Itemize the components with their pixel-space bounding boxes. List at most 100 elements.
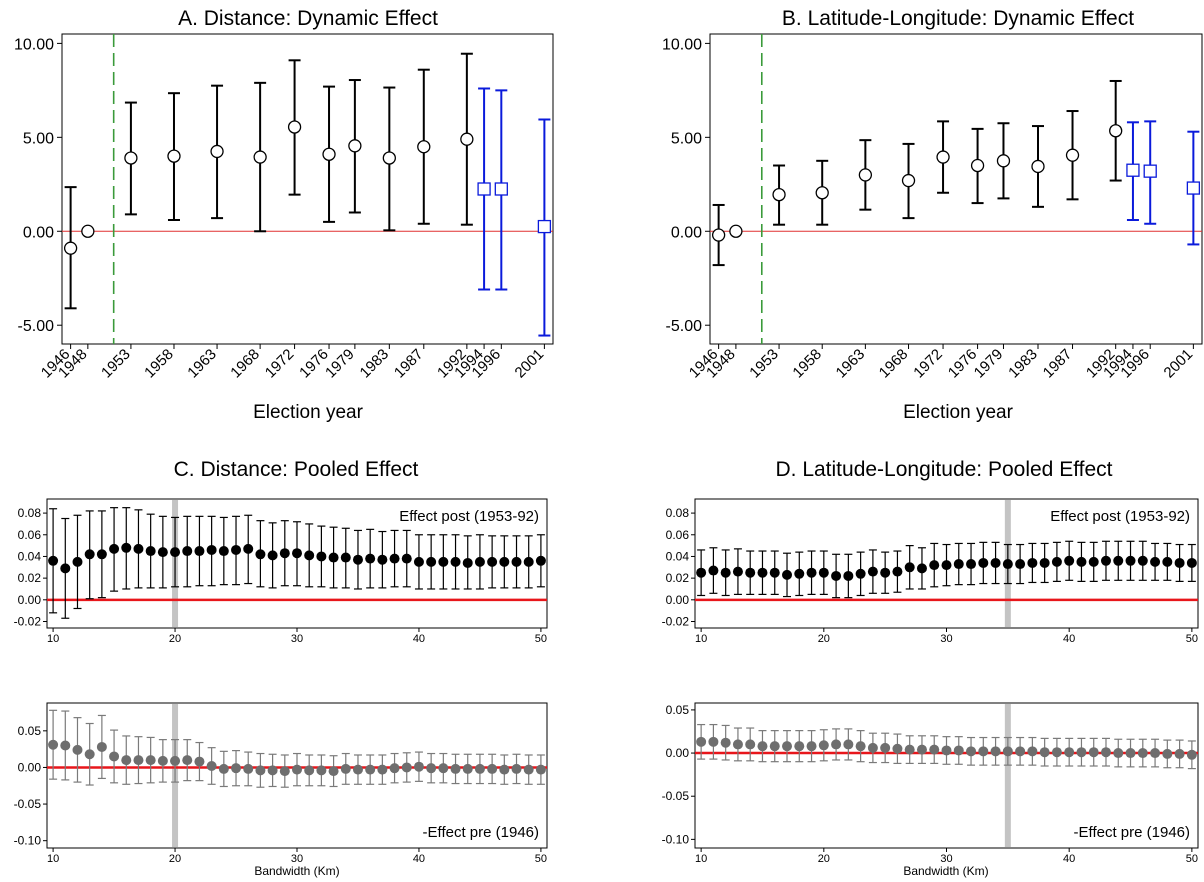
panel-c2-point: [194, 756, 205, 767]
panel-c1-point: [231, 544, 242, 555]
panel-d2-point: [867, 742, 878, 753]
panel-d2-y-tick-label: 0.00: [666, 746, 690, 760]
panel-d1-y-tick-label: 0.02: [666, 571, 690, 585]
panel-c1-y-tick-label: -0.02: [14, 614, 42, 628]
panel-d1-point: [831, 570, 842, 581]
panel-d-x-axis-label: Bandwidth (Km): [903, 864, 988, 878]
panel-a-title: A. Distance: Dynamic Effect: [178, 7, 438, 30]
panel-c1-y-tick-label: 0.00: [18, 593, 42, 607]
panel-d2-point: [880, 742, 891, 753]
panel-c1-point: [48, 555, 59, 566]
panel-d1-point: [1125, 555, 1136, 566]
panel-c2-point: [340, 763, 351, 774]
panel-d2-point: [696, 736, 707, 747]
panel-d2-annotation: -Effect pre (1946): [1074, 824, 1190, 841]
panel-d1-point: [1088, 556, 1099, 567]
panel-a-point-square: [494, 182, 508, 196]
panel-b-point-circle: [1065, 148, 1080, 162]
panel-d1-point: [892, 566, 903, 577]
panel-c2-point: [499, 764, 510, 775]
panel-c-title: C. Distance: Pooled Effect: [174, 458, 419, 481]
panel-d2-point: [855, 741, 866, 752]
panel-c1-point: [462, 557, 473, 568]
panel-c1-point: [60, 563, 71, 574]
panel-c2-y-tick-label: 0.00: [18, 760, 42, 774]
panel-b-plot-frame: [709, 33, 1203, 345]
panel-c1-point: [535, 555, 546, 566]
panel-c-x-axis-label: Bandwidth (Km): [254, 864, 339, 878]
panel-d2-x-tick-label: 50: [1186, 853, 1198, 865]
panel-c2-point: [182, 755, 193, 766]
panel-d2-point: [941, 745, 952, 756]
panel-d1-point: [806, 567, 817, 578]
panel-c1-y-tick-label: 0.02: [18, 571, 42, 585]
panel-d2-point: [769, 741, 780, 752]
panel-d2-x-tick-label: 40: [1063, 853, 1075, 865]
panel-d2-point: [782, 741, 793, 752]
panel-d2-point: [990, 746, 1001, 757]
panel-a-point-circle: [287, 120, 302, 134]
panel-c2-point: [304, 765, 315, 776]
panel-c2-y-tick-label: 0.05: [18, 724, 42, 738]
panel-d2-point: [892, 743, 903, 754]
panel-d1-point: [1002, 559, 1013, 570]
panel-c2-point: [170, 755, 181, 766]
panel-d2-point: [818, 740, 829, 751]
panel-d2-x-tick-label: 10: [695, 853, 707, 865]
panel-d2-point: [720, 737, 731, 748]
panel-c2-x-tick-label: 30: [291, 853, 303, 865]
panel-c1-point: [109, 543, 120, 554]
panel-d1-point: [720, 567, 731, 578]
panel-d1-point: [843, 570, 854, 581]
panel-c1-point: [352, 554, 363, 565]
panel-d2-point: [1174, 748, 1185, 759]
panel-c1-point: [170, 547, 181, 558]
panel-d1-point: [1162, 556, 1173, 567]
panel-d2-point: [1051, 747, 1062, 758]
panel-d1-point: [1076, 556, 1087, 567]
panel-c1-point: [121, 542, 132, 553]
panel-d2-point: [831, 739, 842, 750]
panel-c1-point: [450, 556, 461, 567]
panel-d1-point: [1039, 557, 1050, 568]
panel-b-point-circle: [1109, 124, 1123, 138]
panel-b-point-circle: [772, 187, 786, 202]
panel-d2-point: [1064, 747, 1075, 758]
panel-a-point-circle: [253, 150, 267, 164]
panel-b-point-circle: [815, 186, 829, 200]
panel-c2-point: [145, 755, 156, 766]
panel-d1-y-tick-label: 0.06: [666, 528, 690, 542]
panel-c2-point: [218, 763, 229, 774]
panel-c1-y-tick-label: 0.06: [18, 528, 42, 542]
panel-c1-point: [96, 549, 107, 560]
panel-c2-point: [535, 764, 546, 775]
panel-c1-annotation: Effect post (1953-92): [399, 508, 539, 525]
panel-c1-point: [255, 549, 266, 560]
panel-c1-point: [340, 552, 351, 563]
panel-c1-point: [487, 556, 498, 567]
panel-c2-point: [474, 763, 485, 774]
panel-c2-point: [462, 763, 473, 774]
panel-a-plot-frame: [61, 33, 554, 345]
panel-d2-point: [1002, 746, 1013, 757]
panel-d1-y-tick-label: 0.08: [666, 506, 690, 520]
panel-c1-point: [523, 556, 534, 567]
panel-d2-point: [843, 739, 854, 750]
panel-d1-point: [696, 567, 707, 578]
panel-c2-point: [365, 764, 376, 775]
panel-c2-point: [511, 763, 522, 774]
panel-d1-point: [732, 566, 743, 577]
panel-d1-x-tick-label: 50: [1186, 633, 1198, 645]
panel-c1-x-tick-label: 50: [535, 633, 547, 645]
panel-a-point-circle: [81, 224, 95, 238]
panel-a-y-tick-label: 0.00: [23, 224, 54, 241]
panel-d1-point: [867, 566, 878, 577]
panel-c1-point: [194, 546, 205, 557]
panel-d-pooled-post: D. Latitude-Longitude: Pooled Effect -0.…: [662, 458, 1199, 645]
panel-a-point-circle: [124, 151, 138, 165]
panel-d2-point: [1113, 748, 1124, 759]
panel-d1-x-tick-label: 20: [818, 633, 830, 645]
panel-d2-point: [806, 741, 817, 752]
panel-c1-point: [133, 543, 144, 554]
panel-c1-point: [511, 556, 522, 567]
